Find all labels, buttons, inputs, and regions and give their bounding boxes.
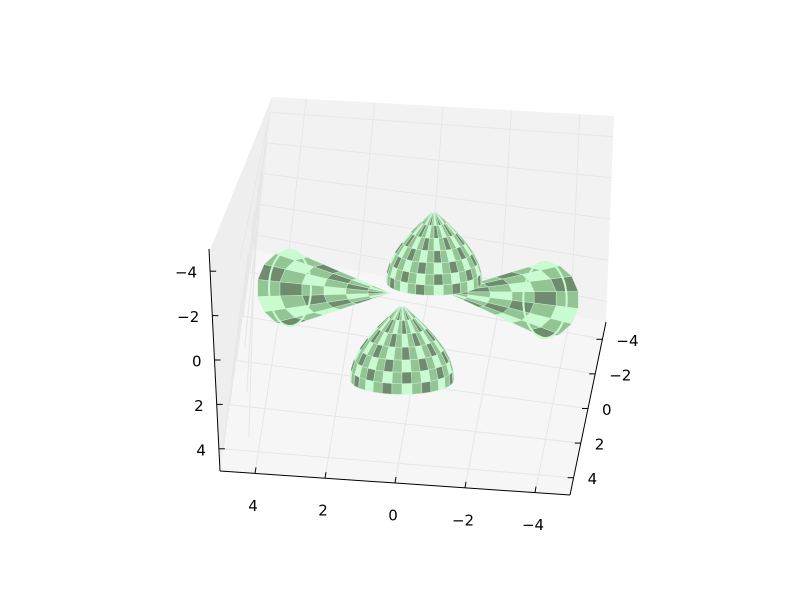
surface-facet xyxy=(393,279,401,292)
surface-facet xyxy=(279,281,303,297)
axis-ticks xyxy=(210,270,603,493)
x-tick-label: 0 xyxy=(388,507,398,525)
surface-facet xyxy=(421,381,432,394)
x-tick-label: −4 xyxy=(522,516,544,534)
z-tick-label: −4 xyxy=(175,264,197,282)
surface-rim xyxy=(268,249,312,327)
floor-grid-line xyxy=(464,300,501,488)
side-grid-line xyxy=(244,173,263,349)
surface-facet xyxy=(443,284,453,296)
surface-facet xyxy=(433,273,444,286)
surface-facet xyxy=(373,369,384,383)
surface-facet xyxy=(393,347,403,361)
surface-facet xyxy=(433,262,443,275)
surface-facet xyxy=(381,382,393,395)
surface-facet xyxy=(365,379,374,393)
y-tick-label: −2 xyxy=(609,366,631,384)
surface-facet xyxy=(452,369,455,383)
surface-right-lobe xyxy=(445,261,579,339)
surface-facet xyxy=(389,276,395,290)
surface-facet xyxy=(353,374,360,389)
x-tick-mark xyxy=(324,472,327,479)
surface-facet xyxy=(467,279,475,292)
x-tick-mark xyxy=(394,476,397,484)
surface-facet xyxy=(424,273,435,286)
z-tick-label: 2 xyxy=(194,397,204,415)
surface-facet xyxy=(401,359,412,373)
surface-back-lobe xyxy=(385,211,483,296)
left-wall-pane xyxy=(210,97,272,471)
surface-facet xyxy=(438,377,446,391)
surface-facet xyxy=(415,284,425,296)
surface-facet xyxy=(480,271,483,285)
x-tick-label: 4 xyxy=(248,497,258,515)
side-grid-line xyxy=(222,298,243,449)
surface-facet xyxy=(391,371,403,384)
back-grid-line xyxy=(270,111,614,138)
surface-facet xyxy=(430,379,439,393)
surface-facet xyxy=(358,377,366,391)
side-grid-line xyxy=(248,234,256,437)
surface-facet xyxy=(372,381,383,394)
x-tick-mark xyxy=(464,481,467,488)
surface-facet xyxy=(392,359,403,373)
surface-rim xyxy=(522,261,568,339)
surface-left-lobe xyxy=(257,249,391,327)
surface-facet xyxy=(534,291,557,306)
surface-facet xyxy=(442,273,453,286)
z-tick-label: −2 xyxy=(177,308,199,326)
surface-facet xyxy=(411,371,422,384)
surface-facet xyxy=(401,371,413,384)
back-grid-line xyxy=(266,142,612,179)
surface-facet xyxy=(424,284,435,296)
y-tick-label: 0 xyxy=(602,401,612,419)
y-tick-label: −4 xyxy=(616,332,638,350)
axis-tick-labels: 4 2 0 −2 −4 4 2 0 −2 −4 −4 −2 0 2 4 xyxy=(175,264,639,534)
surfaces xyxy=(257,211,579,395)
y-tick-label: 4 xyxy=(588,470,598,488)
surface-facet xyxy=(411,382,423,395)
z-tick-label: 0 xyxy=(192,353,202,371)
y-tick-label: 2 xyxy=(595,436,605,454)
side-grid-line xyxy=(229,254,249,405)
surface-facet xyxy=(382,371,393,384)
surface-facet xyxy=(473,276,479,290)
x-tick-mark xyxy=(534,486,537,493)
surface-facet xyxy=(407,272,418,285)
surface-facet xyxy=(425,262,435,275)
side-grid-line xyxy=(249,122,269,273)
surface-facet xyxy=(401,383,413,395)
surface-facet xyxy=(407,282,417,295)
surface-facet xyxy=(444,374,451,389)
back-grid-line xyxy=(262,173,611,220)
surface-facet xyxy=(426,250,435,264)
side-grid-line xyxy=(239,112,271,260)
floor-grid-line xyxy=(324,271,360,479)
x-tick-label: 2 xyxy=(318,502,328,520)
side-grid-line xyxy=(242,166,262,317)
surface-facet xyxy=(415,273,426,286)
x-tick-label: −2 xyxy=(452,511,474,529)
x-tick-mark xyxy=(254,467,257,474)
surface-facet xyxy=(399,281,408,294)
surface-facet xyxy=(451,282,461,295)
surface-facet xyxy=(391,383,403,395)
surface-facet xyxy=(460,281,469,294)
floor-grid-line xyxy=(534,314,572,493)
side-grid-line xyxy=(236,210,256,361)
z-tick-label: 4 xyxy=(196,441,206,459)
back-pane xyxy=(253,97,614,322)
surface-front-lobe xyxy=(349,305,455,395)
surface-facet xyxy=(433,284,444,296)
